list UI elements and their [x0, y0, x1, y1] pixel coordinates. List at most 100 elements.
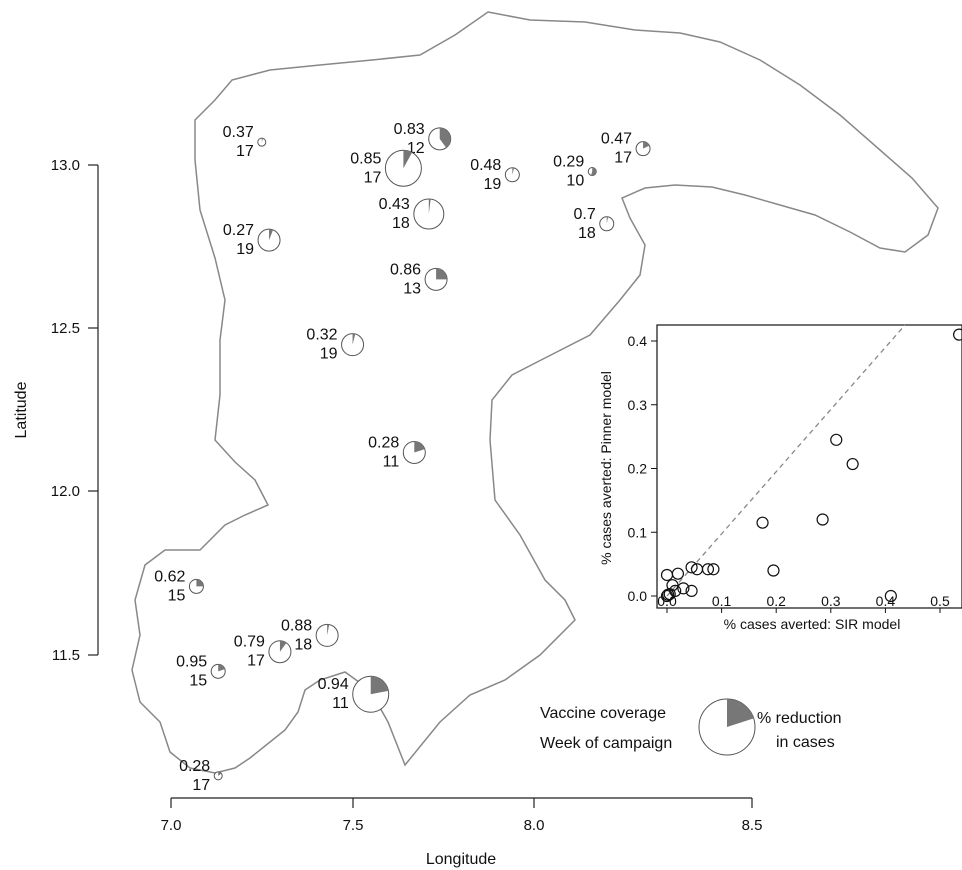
site-coverage-label: 0.29 — [553, 154, 584, 171]
site-marker: 0.62 15 — [154, 568, 204, 604]
inset-y-tick-label: 0.4 — [628, 333, 648, 349]
site-week-label: 10 — [566, 173, 584, 190]
inset-scatter-chart: 0.0 0.1 0.2 0.3 0.4 0.0 0.1 0.2 0.3 0.4 0.5 % cas… — [598, 324, 962, 632]
site-marker: 0.37 17 — [223, 124, 267, 160]
inset-point — [953, 328, 962, 341]
inset-point — [685, 561, 698, 574]
site-week-label: 19 — [236, 241, 254, 258]
site-week-label: 17 — [247, 653, 265, 670]
y-tick-label: 13.0 — [51, 157, 80, 174]
inset-point — [816, 513, 829, 526]
site-pie-wedge — [606, 216, 609, 224]
site-coverage-label: 0.86 — [390, 261, 421, 278]
site-marker: 0.27 19 — [223, 222, 281, 258]
site-coverage-label: 0.48 — [470, 157, 501, 174]
inset-y-tick-label: 0.0 — [628, 588, 648, 604]
site-week-label: 18 — [578, 225, 596, 242]
site-coverage-label: 0.28 — [179, 758, 210, 775]
inset-x-tick-label: 0.4 — [876, 593, 896, 609]
site-marker: 0.94 11 — [318, 675, 390, 713]
site-coverage-label: 0.37 — [223, 124, 254, 141]
inset-point — [846, 457, 859, 471]
y-axis-label: Latitude — [13, 381, 30, 438]
site-coverage-label: 0.62 — [154, 568, 185, 585]
inset-x-tick-label: 0.2 — [766, 593, 786, 609]
site-coverage-label: 0.7 — [574, 206, 596, 223]
site-pie-wedge — [269, 229, 274, 241]
legend-reduction-text: % reduction — [757, 710, 842, 727]
site-coverage-label: 0.83 — [394, 121, 425, 138]
site-marker: 0.79 17 — [234, 634, 292, 670]
site-marker: 0.28 11 — [368, 434, 426, 470]
legend-cases-text: in cases — [776, 734, 835, 751]
inset-point — [707, 563, 720, 576]
site-week-label: 19 — [484, 176, 502, 193]
site-coverage-label: 0.43 — [379, 196, 410, 213]
site-week-label: 18 — [294, 636, 312, 653]
x-tick-label: 8.5 — [742, 817, 763, 834]
site-coverage-label: 0.85 — [350, 150, 381, 167]
site-pie-wedge — [512, 167, 515, 175]
site-marker: 0.86 13 — [390, 261, 448, 297]
site-marker: 0.47 17 — [601, 131, 651, 167]
reference-line — [666, 324, 906, 597]
inset-y-axis-label: % cases averted: Pinner model — [598, 371, 614, 565]
legend-coverage-text: Vaccine coverage — [540, 705, 666, 722]
inset-y-tick-label: 0.2 — [628, 461, 648, 477]
site-pie-wedge — [439, 127, 451, 148]
site-week-label: 17 — [364, 169, 382, 186]
site-marker: 0.95 15 — [176, 653, 226, 689]
site-pie-wedge — [196, 579, 204, 587]
site-pie-wedge — [403, 150, 413, 169]
site-coverage-label: 0.79 — [234, 634, 265, 651]
site-coverage-label: 0.28 — [368, 434, 399, 451]
inset-point — [756, 516, 769, 529]
inset-y-axis: 0.0 0.1 0.2 0.3 0.4 — [628, 333, 657, 604]
x-tick-label: 8.0 — [524, 817, 545, 834]
site-coverage-label: 0.47 — [601, 131, 632, 148]
inset-x-tick-label: 0.5 — [930, 593, 950, 609]
site-pie-wedge — [218, 771, 222, 776]
x-tick-label: 7.0 — [161, 817, 182, 834]
inset-points — [660, 328, 962, 603]
site-week-label: 11 — [332, 695, 349, 712]
legend: Vaccine coverage Week of campaign % redu… — [540, 698, 842, 756]
site-pie-wedge — [261, 138, 264, 143]
site-week-label: 15 — [189, 672, 207, 689]
y-tick-label: 11.5 — [52, 647, 80, 664]
site-coverage-label: 0.95 — [176, 653, 207, 670]
site-marker: 0.28 17 — [179, 758, 223, 794]
site-week-label: 17 — [614, 150, 632, 167]
y-tick-label: 12.0 — [51, 483, 80, 500]
site-week-label: 17 — [192, 777, 210, 794]
site-pie-wedge — [436, 268, 448, 280]
site-coverage-label: 0.27 — [223, 222, 254, 239]
site-week-label: 18 — [392, 215, 410, 232]
site-marker: 0.85 17 — [350, 149, 422, 187]
inset-point — [767, 564, 780, 577]
inset-point — [685, 584, 698, 598]
site-marker: 0.29 10 — [553, 154, 597, 190]
x-axis-label: Longitude — [426, 851, 496, 868]
site-marker: 0.48 19 — [470, 157, 520, 193]
site-week-label: 15 — [168, 587, 186, 604]
inset-point — [671, 567, 685, 580]
inset-point — [677, 582, 690, 595]
site-week-label: 11 — [383, 453, 400, 470]
x-axis: 7.0 7.5 8.0 8.5 Longitude — [161, 797, 763, 868]
site-pie-wedge — [352, 333, 356, 345]
inset-point — [884, 589, 897, 603]
site-pie-wedge — [370, 676, 389, 695]
legend-pie — [698, 698, 756, 756]
site-pie-wedge — [428, 199, 431, 214]
site-coverage-label: 0.32 — [306, 327, 337, 344]
inset-y-tick-label: 0.3 — [628, 397, 648, 413]
site-marker: 0.43 18 — [379, 196, 445, 232]
inset-plot-frame — [656, 324, 962, 609]
site-week-label: 17 — [236, 143, 254, 160]
site-coverage-label: 0.88 — [281, 617, 312, 634]
site-pie-wedge — [327, 624, 330, 636]
legend-week-text: Week of campaign — [540, 735, 672, 752]
site-week-label: 19 — [320, 346, 338, 363]
